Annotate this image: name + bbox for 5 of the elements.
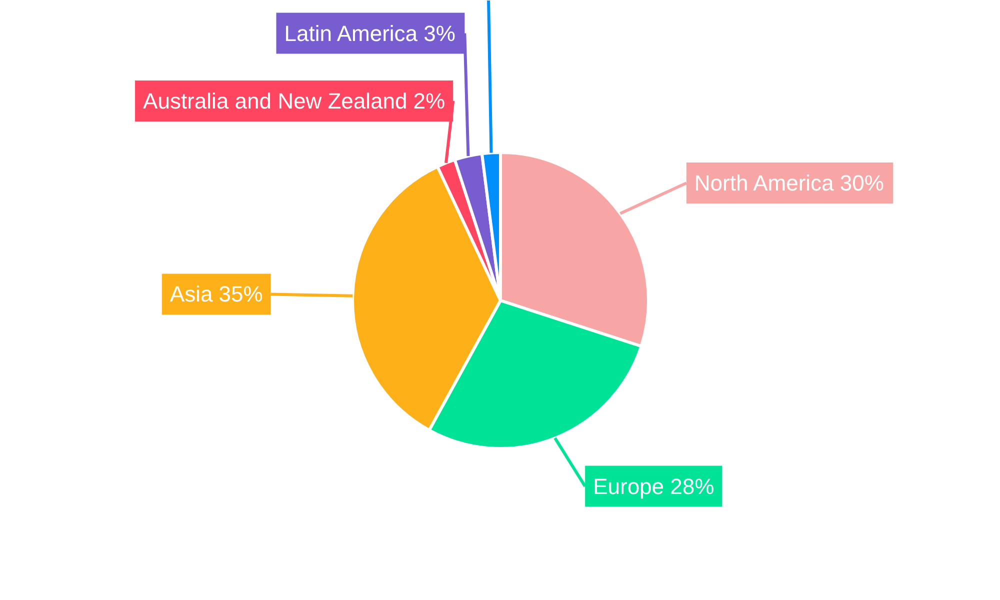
slice-label: Asia 35% [170, 282, 263, 307]
slice-label: Europe 28% [593, 474, 714, 499]
slice-label: Australia and New Zealand 2% [143, 88, 446, 114]
slice-label: North America 30% [694, 170, 884, 196]
slice-label: Latin America 3% [284, 20, 456, 46]
